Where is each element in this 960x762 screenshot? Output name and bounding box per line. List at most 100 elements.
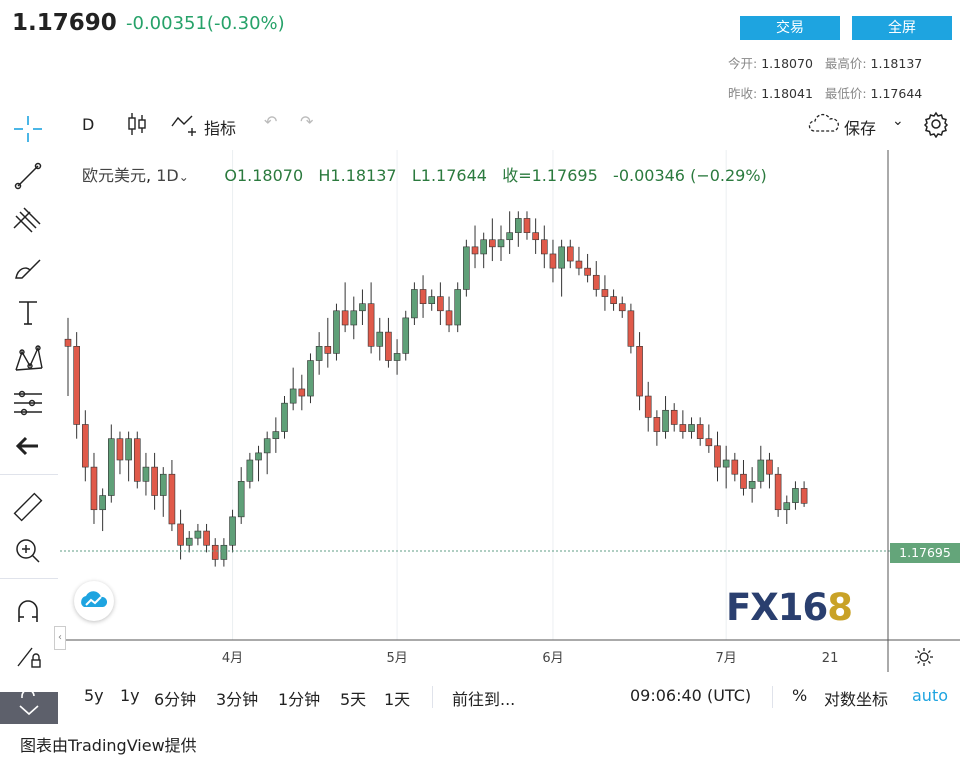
back-arrow-icon[interactable] bbox=[8, 430, 48, 464]
legend-timeframe[interactable]: 1D bbox=[156, 166, 179, 185]
candle-body bbox=[627, 310, 635, 347]
collapse-toolbar-handle[interactable]: ‹ bbox=[54, 626, 66, 650]
candle-body bbox=[376, 331, 384, 347]
candle-body bbox=[185, 537, 193, 546]
cloud-logo-icon[interactable] bbox=[74, 581, 114, 621]
candle-body bbox=[688, 424, 695, 432]
candle-body bbox=[705, 438, 713, 447]
save-menu-chevron-icon[interactable]: ⌄ bbox=[892, 113, 904, 129]
candle-body bbox=[194, 530, 202, 539]
candle-body bbox=[558, 246, 565, 269]
candle-body bbox=[696, 424, 704, 439]
price-chart[interactable]: 4月 5月 6月 7月 21 bbox=[60, 150, 960, 672]
cloud-save-icon[interactable] bbox=[808, 113, 840, 139]
candle-body bbox=[515, 218, 522, 233]
drawing-toolbar bbox=[0, 100, 58, 724]
toolbar-divider bbox=[0, 474, 58, 475]
text-icon[interactable] bbox=[8, 296, 48, 330]
candle-body bbox=[263, 438, 271, 454]
candle-body bbox=[211, 544, 219, 560]
trade-button[interactable]: 交易 bbox=[740, 16, 840, 40]
lock-edit-icon[interactable] bbox=[8, 640, 48, 674]
candle-body bbox=[289, 388, 297, 404]
pattern-icon[interactable] bbox=[8, 342, 48, 376]
fullscreen-button[interactable]: 全屏 bbox=[852, 16, 952, 40]
legend-open: O1.18070 bbox=[224, 166, 304, 185]
range-5d[interactable]: 5天 bbox=[340, 690, 367, 709]
indicators-icon[interactable] bbox=[170, 110, 202, 142]
range-6m[interactable]: 6分钟 bbox=[154, 690, 197, 709]
magnet-icon[interactable] bbox=[8, 594, 48, 628]
brush-icon[interactable] bbox=[8, 250, 48, 284]
interval-selector[interactable]: D bbox=[82, 115, 95, 134]
auto-scale-toggle[interactable]: auto bbox=[912, 686, 949, 705]
candle-body bbox=[315, 346, 323, 361]
legend-close: 收=1.17695 bbox=[502, 166, 598, 185]
candle-body bbox=[644, 395, 652, 418]
trend-line-icon[interactable] bbox=[8, 158, 48, 192]
goto-date-button[interactable]: 前往到... bbox=[452, 690, 516, 709]
prevclose-label: 昨收: bbox=[728, 86, 758, 101]
save-button[interactable]: 保存 bbox=[844, 119, 877, 138]
measure-icon[interactable] bbox=[8, 386, 48, 420]
candle-body bbox=[592, 274, 600, 290]
candle-body bbox=[584, 267, 591, 276]
axis-settings-gear-icon[interactable] bbox=[914, 647, 934, 667]
candle-body bbox=[246, 459, 254, 482]
candle-body bbox=[307, 360, 314, 397]
range-1m[interactable]: 1分钟 bbox=[278, 690, 321, 709]
fx168-watermark-logo: FX168 bbox=[726, 586, 853, 629]
candle-body bbox=[454, 289, 462, 326]
chart-toolbar: D 指标 ↶ ↷ 保存 ⌄ bbox=[60, 104, 960, 144]
candle-body bbox=[540, 239, 548, 255]
x-tick-label: 7月 bbox=[716, 651, 737, 666]
candles-icon[interactable] bbox=[124, 110, 150, 142]
tradingview-credit[interactable]: 图表由TradingView提供 bbox=[20, 736, 197, 755]
gear-icon[interactable] bbox=[922, 110, 950, 142]
range-1y[interactable]: 1y bbox=[120, 686, 140, 705]
percent-toggle[interactable]: % bbox=[792, 686, 808, 705]
toolbar-divider-2 bbox=[0, 578, 58, 579]
candle-body bbox=[229, 516, 236, 546]
candle-body bbox=[792, 488, 799, 503]
lock-icon[interactable] bbox=[0, 689, 58, 724]
price-badge: 1.17695 bbox=[890, 543, 960, 563]
open-label: 今开: bbox=[728, 56, 758, 71]
undo-icon[interactable]: ↶ bbox=[264, 112, 278, 131]
candle-body bbox=[575, 260, 583, 269]
candle-body bbox=[220, 544, 228, 560]
candle-body bbox=[324, 346, 332, 354]
last-price: 1.17690 bbox=[12, 10, 117, 36]
candle-body bbox=[402, 317, 410, 354]
range-1d[interactable]: 1天 bbox=[384, 690, 411, 709]
candle-body bbox=[566, 246, 574, 262]
redo-icon[interactable]: ↷ bbox=[300, 112, 314, 131]
range-3m[interactable]: 3分钟 bbox=[216, 690, 259, 709]
candle-body bbox=[298, 388, 306, 397]
candle-body bbox=[445, 310, 453, 326]
candle-body bbox=[549, 253, 557, 269]
range-5y[interactable]: 5y bbox=[84, 686, 104, 705]
ruler-icon[interactable] bbox=[8, 490, 48, 524]
candle-body bbox=[506, 232, 513, 241]
candle-body bbox=[73, 346, 80, 425]
crosshair-icon[interactable] bbox=[8, 112, 48, 146]
candle-body bbox=[757, 459, 765, 482]
symbol-name[interactable]: 欧元美元 bbox=[82, 166, 147, 185]
candle-body bbox=[393, 353, 401, 361]
candle-body bbox=[740, 473, 747, 489]
x-tick-label: 6月 bbox=[542, 651, 563, 666]
indicators-button[interactable]: 指标 bbox=[204, 119, 237, 138]
candle-body bbox=[419, 289, 427, 304]
x-tick-label: 21 bbox=[822, 651, 839, 666]
log-scale-toggle[interactable]: 对数坐标 bbox=[824, 690, 889, 709]
candle-body bbox=[636, 346, 643, 397]
candle-body bbox=[159, 473, 167, 496]
candle-body bbox=[272, 431, 280, 439]
candle-body bbox=[523, 218, 531, 233]
candle-body bbox=[367, 303, 375, 347]
fib-icon[interactable] bbox=[8, 204, 48, 238]
candle-body bbox=[203, 530, 210, 546]
legend-low: L1.17644 bbox=[411, 166, 487, 185]
zoom-icon[interactable] bbox=[8, 534, 48, 568]
